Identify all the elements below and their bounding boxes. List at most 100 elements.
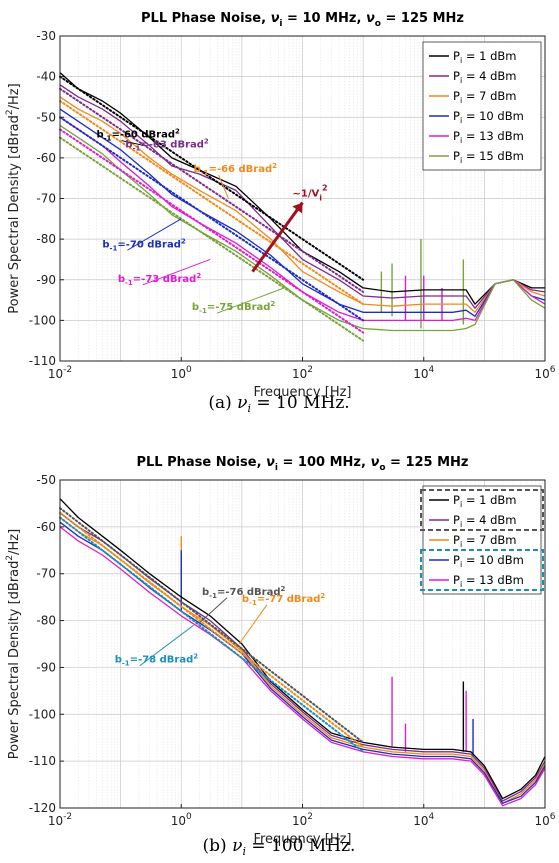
legend-label: Pi = 7 dBm <box>453 89 516 105</box>
legend: Pi = 1 dBm Pi = 4 dBm Pi = 7 dBm Pi = 10 dB… <box>420 485 544 595</box>
series-line-3 <box>59 96 546 313</box>
y-tick-label: -100 <box>29 313 56 327</box>
y-tick-label: -110 <box>29 354 56 368</box>
x-tick-label: 106 <box>534 812 555 828</box>
b-annotation: b-1=-77 dBrad2 <box>242 592 326 607</box>
x-axis-label: Frequency [Hz] <box>253 385 351 400</box>
b-annotation: b-1=-73 dBrad2 <box>118 272 202 287</box>
legend-label: Pi = 13 dBm <box>453 129 524 145</box>
x-ticks: 10-2 100 102 104 106 <box>48 357 556 381</box>
b-annotation: b-1=-76 dBrad2 <box>202 585 286 600</box>
fit-line-2 <box>59 511 365 749</box>
b-annotation: b-1=-63 dBrad2 <box>125 138 208 153</box>
legend: Pi = 1 dBm Pi = 4 dBm Pi = 7 dBm Pi = 10 dB… <box>422 41 542 171</box>
chart-b: -120 -110 -100 -90 -80 -70 -60 -50 10-2 100 102 104… <box>5 455 556 847</box>
annotation-pointer <box>216 287 285 314</box>
fit-lines <box>59 507 365 753</box>
x-axis-label: Frequency [Hz] <box>253 832 351 847</box>
y-tick-label: -120 <box>29 801 56 815</box>
legend-label: Pi = 4 dBm <box>453 69 516 85</box>
x-ticks: 10-2 100 102 104 106 <box>48 804 556 828</box>
x-tick-label: 100 <box>171 365 192 381</box>
b-annotation: b-1=-60 dBrad2 <box>96 128 179 143</box>
spurs <box>180 536 474 757</box>
y-tick-label: -70 <box>36 567 56 581</box>
series-line-6 <box>59 124 546 332</box>
y-tick-label: -80 <box>36 232 56 246</box>
y-axis-label: Power Spectral Density [dBrad2/Hz] <box>5 83 22 313</box>
legend-box <box>422 41 542 171</box>
y-tick-label: -60 <box>36 151 56 165</box>
y-tick-label: -50 <box>36 473 56 487</box>
fit-line-4 <box>59 116 365 322</box>
y-tick-label: -60 <box>36 520 56 534</box>
series-line-2 <box>59 84 546 309</box>
series-line-5 <box>59 526 546 807</box>
chart-title: PLL Phase Noise, νi = 100 MHz, νo = 125 … <box>136 455 468 473</box>
b-annotation: b-1=-70 dBrad2 <box>102 237 186 252</box>
fit-line-3 <box>59 100 365 306</box>
y-ticks: -110 -100 -90 -80 -70 -60 -50 -40 -30 <box>29 29 64 368</box>
legend-label: Pi = 4 dBm <box>453 513 516 529</box>
y-tick-label: -90 <box>36 660 56 674</box>
fit-line-3 <box>59 516 365 753</box>
y-axis-label: Power Spectral Density [dBrad2/Hz] <box>5 529 22 759</box>
chart-title: PLL Phase Noise, νi = 10 MHz, νo = 125 M… <box>141 11 464 29</box>
fit-line-6 <box>59 136 365 342</box>
fit-line-5 <box>59 128 365 334</box>
annotation-pointer <box>121 140 145 147</box>
fit-lines <box>59 75 365 342</box>
y-tick-label: -30 <box>36 29 56 43</box>
x-tick-label: 106 <box>534 365 555 381</box>
x-tick-label: 104 <box>413 365 434 381</box>
series-line-1 <box>59 72 545 305</box>
x-tick-label: 102 <box>292 365 313 381</box>
series <box>59 72 546 332</box>
fit-line-1 <box>59 507 365 744</box>
scale-arrow-head <box>292 202 303 214</box>
annotation-pointer <box>218 174 229 199</box>
annotation-pointer <box>199 597 228 624</box>
x-tick-label: 104 <box>413 812 434 828</box>
x-tick-label: 10-2 <box>48 812 72 828</box>
legend-label: Pi = 7 dBm <box>453 533 516 549</box>
fit-line-1 <box>59 75 365 281</box>
fit-line-2 <box>59 87 365 293</box>
b-annotation: b-1=-75 dBrad2 <box>192 300 276 315</box>
y-tick-label: -80 <box>36 614 56 628</box>
scale-annotation: ~1/Vi2 <box>293 184 328 203</box>
y-tick-label: -110 <box>29 754 56 768</box>
y-tick-label: -70 <box>36 192 56 206</box>
x-tick-label: 10-2 <box>48 365 72 381</box>
legend-label: Pi = 1 dBm <box>453 493 516 509</box>
legend-label: Pi = 15 dBm <box>453 149 524 165</box>
y-tick-label: -90 <box>36 273 56 287</box>
legend-label: Pi = 10 dBm <box>453 553 524 569</box>
series-line-1 <box>59 498 546 800</box>
caption-a: (a) νi = 10 MHz. <box>208 393 349 415</box>
caption-b: (b) νi = 100 MHz. <box>203 836 356 858</box>
spurs <box>380 239 465 329</box>
legend-group-box <box>420 489 544 531</box>
b-annotation: b-1=-66 dBrad2 <box>194 162 277 177</box>
y-tick-label: -50 <box>36 110 56 124</box>
annotation-pointer <box>142 258 211 286</box>
legend-label: Pi = 13 dBm <box>453 573 524 589</box>
y-ticks: -120 -110 -100 -90 -80 -70 -60 -50 <box>29 473 64 815</box>
annotation-pointer <box>127 218 182 251</box>
x-tick-label: 100 <box>171 812 192 828</box>
legend-label: Pi = 10 dBm <box>453 109 524 125</box>
annotation-pointer <box>238 604 268 645</box>
b-annotation: b-1=-78 dBrad2 <box>115 653 199 668</box>
scale-arrow-shaft <box>251 201 304 273</box>
legend-label: Pi = 1 dBm <box>453 49 516 65</box>
x-tick-label: 102 <box>292 812 313 828</box>
annotation-pointer <box>139 624 194 667</box>
legend-group-box <box>420 549 544 591</box>
y-tick-label: -40 <box>36 70 56 84</box>
y-tick-label: -100 <box>29 707 56 721</box>
